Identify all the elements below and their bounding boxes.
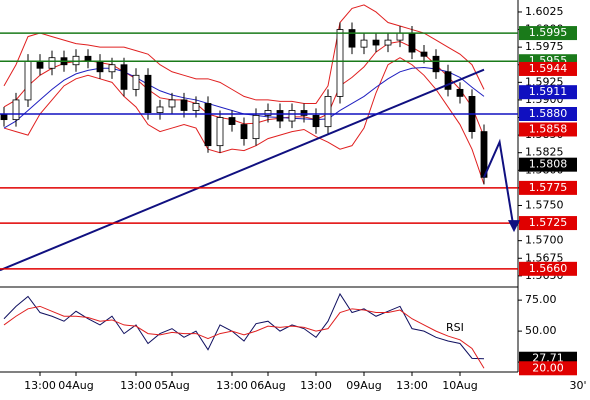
candle-body <box>432 55 440 73</box>
x-tick-label: 10Aug <box>442 379 477 392</box>
candle-body <box>144 74 152 113</box>
price-tag <box>519 107 577 121</box>
candle-body <box>444 71 452 90</box>
candle-body <box>348 29 356 48</box>
indicator-line <box>3 4 485 104</box>
candle-body <box>0 113 8 121</box>
timeframe: 30' <box>569 379 586 392</box>
price-tag <box>519 61 577 76</box>
price-tag-label: 1.5911 <box>529 85 568 98</box>
candle-body <box>24 60 32 101</box>
price-tag-label: 1.5880 <box>529 107 568 120</box>
price-tag <box>519 122 577 137</box>
candle-body <box>456 88 464 97</box>
x-tick-label: 04Aug <box>58 379 93 392</box>
candle-body <box>132 74 140 90</box>
candle-body <box>384 39 392 46</box>
y-tick-label: 1.5825 <box>525 146 564 159</box>
price-tag-label: 20.00 <box>532 361 564 374</box>
candle-body <box>312 115 320 128</box>
candle-body <box>204 103 212 147</box>
price-tag <box>519 261 577 276</box>
candle-body <box>192 103 200 111</box>
candle-body <box>420 51 428 57</box>
panel-label: RSI <box>446 321 464 334</box>
price-tag <box>519 180 577 195</box>
candle-body <box>108 64 116 73</box>
candle-body <box>180 99 188 111</box>
projection-arrow <box>483 138 515 231</box>
candle-body <box>240 124 248 140</box>
candle-body <box>36 60 44 69</box>
x-tick-label: 13:00 <box>120 379 152 392</box>
candle-body <box>48 57 56 69</box>
price-tag <box>519 157 577 172</box>
candle-body <box>12 99 20 121</box>
x-tick-label: 13:00 <box>216 379 248 392</box>
trendline <box>0 68 485 272</box>
candle-body <box>408 32 416 53</box>
price-tag <box>519 216 577 231</box>
x-tick-label: 13:00 <box>24 379 56 392</box>
candle-body <box>300 110 308 116</box>
price-tag-label: 1.5995 <box>529 26 568 39</box>
price-tag-label: 1.5660 <box>529 262 568 275</box>
y-tick-label: 1.5700 <box>525 234 564 247</box>
x-tick-label: 13:00 <box>396 379 428 392</box>
candle-body <box>228 117 236 125</box>
candle-body <box>396 32 404 41</box>
x-tick-label: 06Aug <box>250 379 285 392</box>
candle-body <box>96 60 104 73</box>
y-tick-label: 1.6025 <box>525 5 564 18</box>
rsi-line <box>3 305 485 369</box>
y-tick-label: 50.00 <box>525 324 557 337</box>
candle-body <box>156 106 164 113</box>
y-tick-label: 75.00 <box>525 293 557 306</box>
price-tag <box>519 361 577 376</box>
indicator-line <box>3 57 485 185</box>
candle-body <box>168 99 176 108</box>
price-tag-label: 1.5775 <box>529 181 568 194</box>
price-tag-label: 1.5725 <box>529 216 568 229</box>
price-tag-label: 1.5808 <box>529 158 568 171</box>
y-tick-label: 1.5975 <box>525 40 564 53</box>
candle-body <box>252 115 260 140</box>
candle-body <box>276 110 284 122</box>
price-tag-label: 1.5858 <box>529 122 568 135</box>
price-tag <box>519 85 577 100</box>
price-tag <box>519 26 577 41</box>
candle-body <box>120 64 128 90</box>
y-tick-label: 1.5675 <box>525 251 564 264</box>
candle-body <box>360 39 368 48</box>
candle-body <box>336 29 344 97</box>
candle-body <box>324 96 332 128</box>
arrow-head <box>508 220 520 233</box>
candle-body <box>372 39 380 46</box>
x-tick-label: 09Aug <box>346 379 381 392</box>
price-tag-label: 1.5944 <box>529 62 568 75</box>
candle-body <box>264 110 272 116</box>
x-tick-label: 05Aug <box>154 379 189 392</box>
y-tick-label: 1.5925 <box>525 75 564 88</box>
candle-body <box>288 110 296 122</box>
candle-body <box>216 117 224 147</box>
y-tick-label: 1.5750 <box>525 198 564 211</box>
x-tick-label: 13:00 <box>300 379 332 392</box>
rsi-line <box>3 292 485 360</box>
